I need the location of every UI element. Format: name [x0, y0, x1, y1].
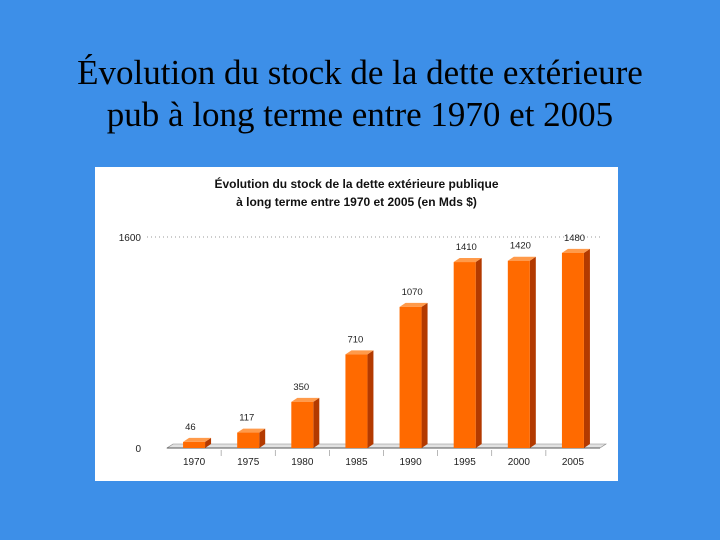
data-label: 1420 [510, 241, 531, 252]
bar [237, 432, 260, 448]
bar [183, 441, 206, 448]
bar-top [183, 437, 212, 442]
chart-title-line-1: Évolution du stock de la dette extérieur… [214, 177, 499, 191]
y-tick-label: 1600 [119, 233, 142, 244]
bar-side [529, 256, 536, 448]
chart-title-line-2: à long terme entre 1970 et 2005 (en Mds … [236, 195, 477, 209]
data-label: 1410 [456, 242, 477, 253]
x-tick-label: 2000 [508, 457, 531, 468]
x-tick-label: 1975 [237, 457, 260, 468]
bar [453, 262, 476, 448]
data-label: 710 [347, 334, 363, 345]
x-tick-label: 1990 [399, 457, 422, 468]
bar-top [399, 302, 428, 307]
bar-top [345, 350, 374, 355]
data-label: 117 [239, 413, 254, 424]
x-tick-label: 1980 [291, 457, 314, 468]
bar [507, 260, 530, 448]
bar [291, 401, 314, 448]
x-tick-label: 1995 [454, 457, 477, 468]
bar-top [507, 256, 536, 261]
bar-side [421, 302, 428, 448]
slide-title-line-2: pub à long terme entre 1970 et 2005 [106, 95, 614, 134]
bar-top [237, 428, 266, 433]
bar-top [291, 397, 320, 402]
bar [345, 354, 368, 448]
y-tick-label: 0 [135, 444, 141, 455]
bar-side [475, 258, 482, 448]
slide-title: Évolution du stock de la dette extérieur… [0, 52, 720, 136]
chart-floor [166, 443, 607, 449]
data-label: 1070 [402, 287, 423, 298]
x-tick-label: 1970 [183, 457, 206, 468]
slide-title-line-1: Évolution du stock de la dette extérieur… [77, 53, 643, 92]
data-label: 46 [185, 422, 196, 433]
data-label: 350 [293, 382, 309, 393]
bar-side [259, 428, 266, 448]
chart-panel: Évolution du stock de la dette extérieur… [95, 167, 618, 481]
data-label: 1480 [564, 233, 585, 244]
bar-side [313, 397, 320, 448]
bar-top [453, 258, 482, 263]
bar [399, 306, 422, 448]
bar-side [367, 350, 374, 448]
x-tick-label: 2005 [562, 457, 585, 468]
bar-top [561, 248, 590, 253]
x-tick-label: 1985 [345, 457, 368, 468]
bar-chart: 0 1600 46 1970 117 1975 350 1980 710 1985 1070 1990… [119, 233, 607, 468]
bar [561, 252, 584, 448]
bar-side [205, 437, 212, 448]
bar-side [583, 248, 590, 448]
chart-title: Évolution du stock de la dette extérieur… [95, 175, 618, 211]
